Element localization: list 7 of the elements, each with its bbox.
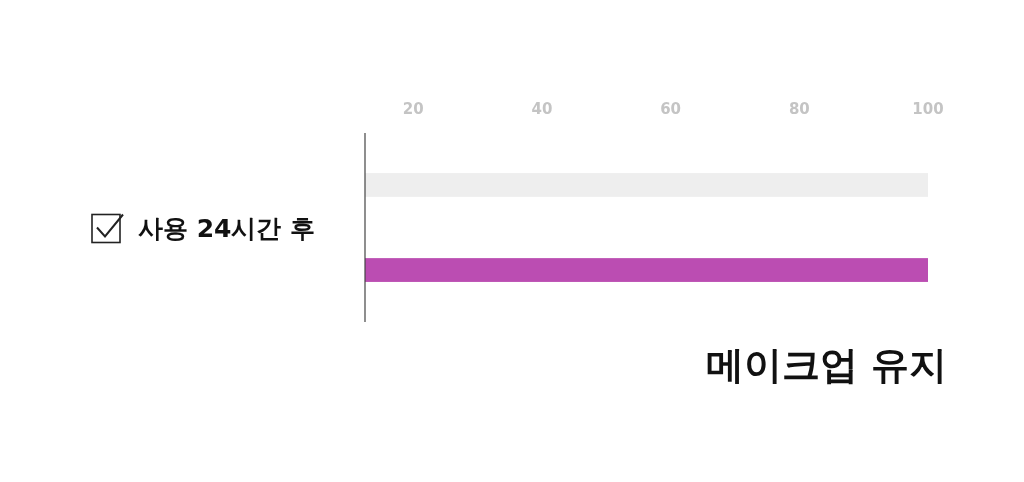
x-tick-label: 60: [660, 100, 682, 118]
x-tick-label: 80: [788, 100, 810, 118]
x-tick-label: 20: [402, 100, 424, 118]
x-tick-label: 40: [531, 100, 553, 118]
series-label: 메이크업 유지: [705, 343, 948, 387]
x-tick-label: 100: [912, 100, 944, 118]
y-tick-label: 사용 24시간 후: [138, 213, 316, 243]
